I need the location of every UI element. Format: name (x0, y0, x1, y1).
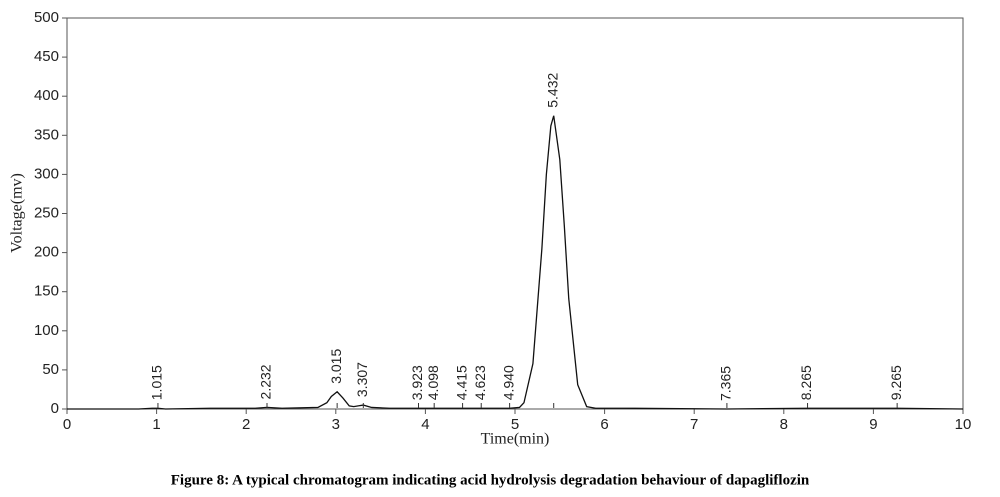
x-tick-label: 0 (63, 416, 71, 433)
peak-label: 1.015 (149, 365, 165, 400)
x-tick-label: 7 (690, 416, 698, 433)
y-axis-label: Voltage(mv) (9, 173, 26, 253)
x-tick-label: 8 (780, 416, 788, 433)
peak-label: 7.365 (718, 366, 734, 401)
peak-label: 2.232 (258, 364, 274, 399)
y-tick-label: 350 (34, 126, 59, 143)
peak-label: 4.415 (453, 365, 469, 400)
y-tick-label: 450 (34, 48, 59, 65)
y-tick-label: 0 (51, 400, 59, 417)
peak-label: 9.265 (888, 365, 904, 400)
y-tick-label: 400 (34, 87, 59, 104)
y-tick-label: 150 (34, 283, 59, 300)
signal-line (67, 115, 964, 410)
x-tick-label: 1 (152, 416, 160, 433)
x-tick-label: 4 (421, 416, 429, 433)
caption: Figure 8: A typical chromatogram indicat… (171, 472, 810, 488)
peak-label: 8.265 (798, 365, 814, 400)
x-axis-label: Time(min) (481, 431, 550, 448)
peak-label: 5.432 (544, 73, 560, 108)
y-tick-label: 500 (34, 9, 59, 26)
x-tick-label: 3 (332, 416, 340, 433)
x-tick-label: 2 (242, 416, 250, 433)
peak-label: 4.623 (472, 365, 488, 400)
peak-label: 4.940 (500, 365, 516, 400)
x-tick-label: 10 (955, 416, 972, 433)
x-tick-label: 6 (600, 416, 608, 433)
peak-label: 3.307 (354, 362, 370, 397)
x-tick-label: 5 (511, 416, 519, 433)
y-tick-label: 50 (42, 361, 59, 378)
y-tick-label: 100 (34, 322, 59, 339)
peak-label: 4.098 (425, 365, 441, 400)
y-tick-label: 300 (34, 165, 59, 182)
plot-frame (66, 17, 964, 410)
peak-label: 3.923 (409, 365, 425, 400)
x-tick-label: 9 (869, 416, 877, 433)
peak-label: 3.015 (328, 349, 344, 384)
y-tick-label: 250 (34, 204, 59, 221)
y-tick-label: 200 (34, 244, 59, 261)
